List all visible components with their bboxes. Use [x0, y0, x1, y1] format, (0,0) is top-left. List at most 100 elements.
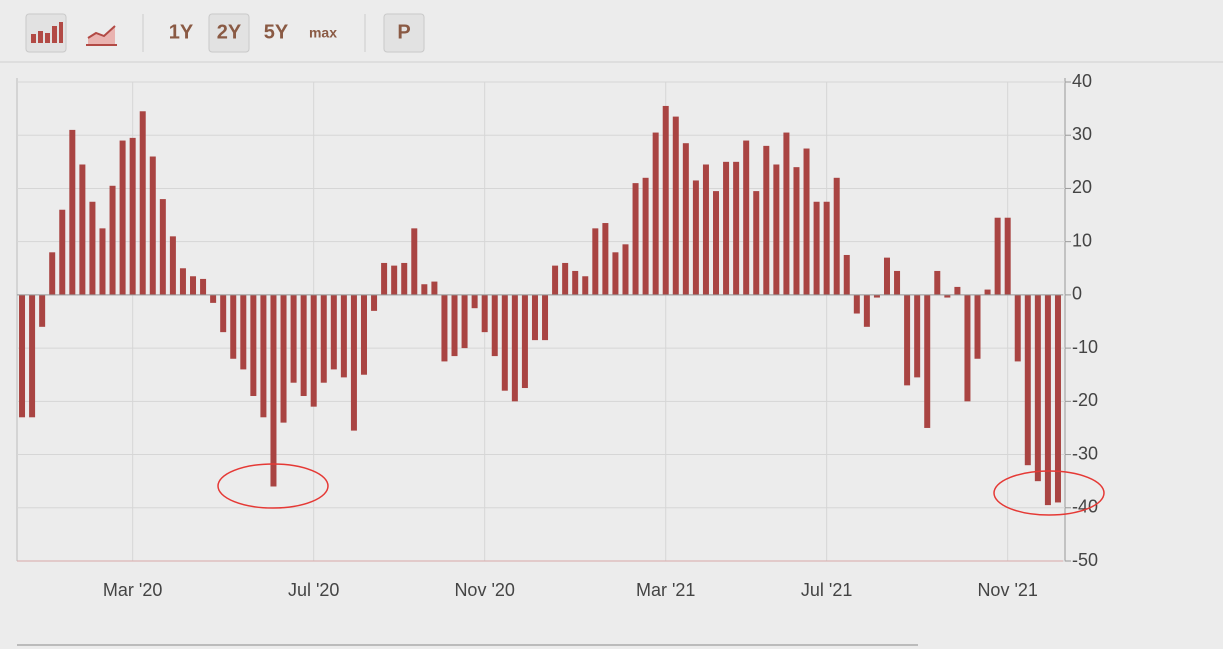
bar [39, 294, 46, 327]
bar [994, 217, 1001, 295]
bar [743, 140, 750, 295]
bar [411, 228, 418, 295]
range-button[interactable]: 5Y [264, 21, 289, 43]
bar [863, 294, 870, 327]
bar [29, 294, 36, 418]
range-button[interactable]: 2Y [217, 21, 242, 43]
bar [129, 137, 136, 295]
range-button[interactable]: 1Y [169, 21, 194, 43]
bar [572, 270, 579, 295]
bar [914, 294, 921, 378]
bar [984, 289, 991, 295]
bar [602, 223, 609, 295]
bar [179, 268, 186, 295]
bar [672, 116, 679, 295]
y-tick-label: 30 [1072, 124, 1092, 144]
bar [521, 294, 528, 389]
bar [904, 294, 911, 386]
bar [350, 294, 357, 431]
y-tick-label: 0 [1072, 284, 1082, 304]
bar [612, 252, 619, 295]
annotation-circle [993, 470, 1105, 516]
bar [924, 294, 931, 428]
bar [783, 132, 790, 295]
bar [954, 286, 961, 295]
bar [471, 294, 478, 309]
x-tick-label: Mar '20 [103, 580, 162, 600]
p-button[interactable] [383, 13, 425, 53]
bar [360, 294, 367, 375]
bar [763, 145, 770, 295]
bar [642, 177, 649, 295]
bar [451, 294, 458, 357]
bar [723, 161, 730, 295]
bar [19, 294, 26, 418]
bar [431, 281, 438, 295]
range-button[interactable]: max [309, 25, 337, 41]
bar [632, 183, 639, 295]
bar [853, 294, 860, 314]
annotation-circle [217, 463, 329, 509]
bar [934, 270, 941, 295]
p-button-label: P [397, 21, 410, 43]
bar [713, 191, 720, 295]
bar [813, 201, 820, 295]
bar [974, 294, 981, 359]
bar [340, 294, 347, 378]
bar [391, 265, 398, 295]
y-tick-label: -40 [1072, 497, 1098, 517]
y-tick-label: -20 [1072, 390, 1098, 410]
bar [240, 294, 247, 370]
bar [1054, 294, 1061, 503]
bar [753, 191, 760, 295]
x-tick-label: Jul '20 [288, 580, 339, 600]
bar [59, 209, 66, 295]
bar [531, 294, 538, 341]
bar [49, 252, 56, 295]
bar [79, 164, 86, 295]
bar-icon [31, 22, 63, 43]
bar [300, 294, 307, 397]
bar [190, 276, 197, 295]
bar [843, 254, 850, 295]
bar [220, 294, 227, 333]
bar [320, 294, 327, 383]
bar [833, 177, 840, 295]
bar [270, 294, 277, 487]
bar [310, 294, 317, 407]
bar [501, 294, 508, 391]
bar [873, 294, 880, 298]
bar [773, 164, 780, 295]
bar [1034, 294, 1041, 482]
bar [793, 167, 800, 295]
bar [1004, 217, 1011, 295]
y-tick-label: -50 [1072, 550, 1098, 570]
bar [1044, 294, 1051, 506]
bar [542, 294, 549, 341]
y-tick-label: 40 [1072, 71, 1092, 91]
y-tick-label: 20 [1072, 177, 1092, 197]
bar [562, 262, 569, 295]
bar [894, 270, 901, 295]
bar [139, 111, 146, 295]
bar [1014, 294, 1021, 362]
y-tick-label: -10 [1072, 337, 1098, 357]
x-tick-label: Nov '20 [454, 580, 514, 600]
bar [159, 199, 166, 295]
bar [200, 278, 207, 295]
bar [682, 143, 689, 295]
x-tick-label: Mar '21 [636, 580, 695, 600]
bar [401, 262, 408, 295]
bar [803, 148, 810, 295]
line-view-button[interactable] [80, 14, 122, 52]
bar [582, 276, 589, 295]
bar [250, 294, 257, 397]
bar [371, 294, 378, 311]
bar [883, 257, 890, 295]
x-tick-label: Nov '21 [977, 580, 1037, 600]
bar [89, 201, 96, 295]
bar [421, 284, 428, 295]
bar [662, 105, 669, 295]
bar [702, 164, 709, 295]
bar [964, 294, 971, 402]
